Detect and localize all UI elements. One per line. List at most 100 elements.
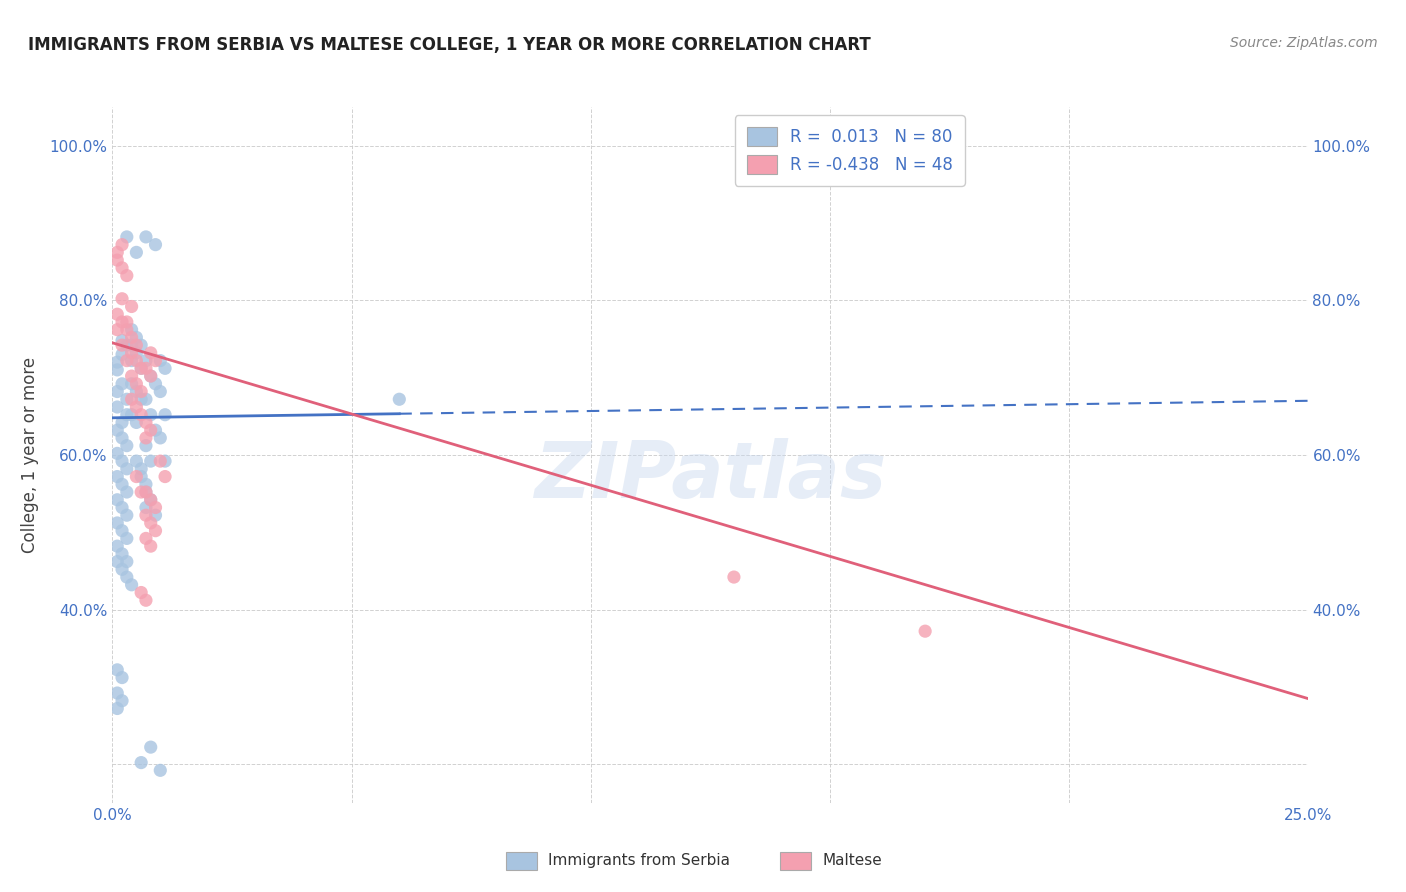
- Point: [121, 392, 143, 407]
- Point: [153, 454, 176, 468]
- Point: [121, 376, 143, 391]
- Point: [121, 323, 143, 337]
- Point: [105, 400, 128, 414]
- Point: [145, 237, 167, 252]
- Point: [105, 423, 128, 437]
- Point: [149, 764, 172, 778]
- Point: [139, 492, 162, 507]
- Point: [139, 492, 162, 507]
- Point: [115, 315, 138, 329]
- Point: [139, 539, 162, 553]
- Point: [115, 392, 138, 407]
- Point: [111, 500, 134, 515]
- Point: [135, 230, 157, 244]
- Point: [145, 524, 167, 538]
- Point: [115, 408, 138, 422]
- Point: [139, 369, 162, 384]
- Point: [135, 477, 157, 491]
- Point: [125, 384, 148, 399]
- Point: [121, 330, 143, 344]
- Point: [111, 671, 134, 685]
- Point: [125, 346, 148, 360]
- Legend: R =  0.013   N = 80, R = -0.438   N = 48: R = 0.013 N = 80, R = -0.438 N = 48: [735, 115, 965, 186]
- Point: [111, 347, 134, 361]
- Text: ZIPatlas: ZIPatlas: [534, 438, 886, 514]
- Point: [115, 462, 138, 476]
- Point: [111, 334, 134, 348]
- Point: [121, 346, 143, 360]
- Point: [129, 338, 152, 352]
- Point: [145, 500, 167, 515]
- Point: [149, 384, 172, 399]
- Text: IMMIGRANTS FROM SERBIA VS MALTESE COLLEGE, 1 YEAR OR MORE CORRELATION CHART: IMMIGRANTS FROM SERBIA VS MALTESE COLLEG…: [28, 36, 870, 54]
- Point: [115, 353, 138, 368]
- Point: [129, 462, 152, 476]
- Point: [115, 532, 138, 546]
- Point: [111, 694, 134, 708]
- Point: [121, 578, 143, 592]
- Point: [105, 539, 128, 553]
- Point: [135, 485, 157, 500]
- Point: [139, 516, 162, 530]
- Point: [115, 323, 138, 337]
- Point: [135, 500, 157, 515]
- Point: [135, 431, 157, 445]
- Point: [139, 369, 162, 384]
- Point: [125, 400, 148, 414]
- Point: [135, 361, 157, 376]
- Point: [121, 369, 143, 384]
- Point: [129, 469, 152, 483]
- Point: [149, 454, 172, 468]
- Point: [125, 469, 148, 483]
- Point: [111, 315, 134, 329]
- Point: [129, 756, 152, 770]
- Point: [129, 408, 152, 422]
- Point: [121, 338, 143, 352]
- Point: [129, 485, 152, 500]
- Point: [121, 300, 143, 314]
- Point: [111, 454, 134, 468]
- Point: [139, 454, 162, 468]
- Point: [121, 408, 143, 422]
- Point: [115, 485, 138, 500]
- Point: [914, 624, 936, 639]
- Point: [125, 338, 148, 352]
- Point: [111, 562, 134, 576]
- Point: [111, 260, 134, 275]
- Point: [139, 408, 162, 422]
- Point: [125, 376, 148, 391]
- Point: [111, 237, 134, 252]
- Point: [135, 353, 157, 368]
- Point: [149, 353, 172, 368]
- Point: [105, 446, 128, 460]
- Point: [105, 555, 128, 569]
- Point: [145, 423, 167, 437]
- Point: [111, 376, 134, 391]
- Point: [135, 416, 157, 430]
- Point: [105, 701, 128, 715]
- Y-axis label: College, 1 year or more: College, 1 year or more: [21, 357, 38, 553]
- Point: [111, 431, 134, 445]
- Point: [125, 454, 148, 468]
- Point: [111, 477, 134, 491]
- Point: [135, 439, 157, 453]
- Point: [105, 355, 128, 369]
- Point: [111, 338, 134, 352]
- Point: [135, 508, 157, 523]
- Point: [115, 230, 138, 244]
- Point: [145, 376, 167, 391]
- Point: [105, 469, 128, 483]
- Point: [388, 392, 411, 407]
- Point: [135, 485, 157, 500]
- Point: [125, 245, 148, 260]
- Point: [111, 416, 134, 430]
- Point: [153, 361, 176, 376]
- Point: [105, 323, 128, 337]
- Point: [723, 570, 745, 584]
- Point: [153, 469, 176, 483]
- Point: [105, 245, 128, 260]
- Point: [105, 516, 128, 530]
- Text: Immigrants from Serbia: Immigrants from Serbia: [548, 854, 730, 868]
- Point: [129, 585, 152, 599]
- Point: [135, 392, 157, 407]
